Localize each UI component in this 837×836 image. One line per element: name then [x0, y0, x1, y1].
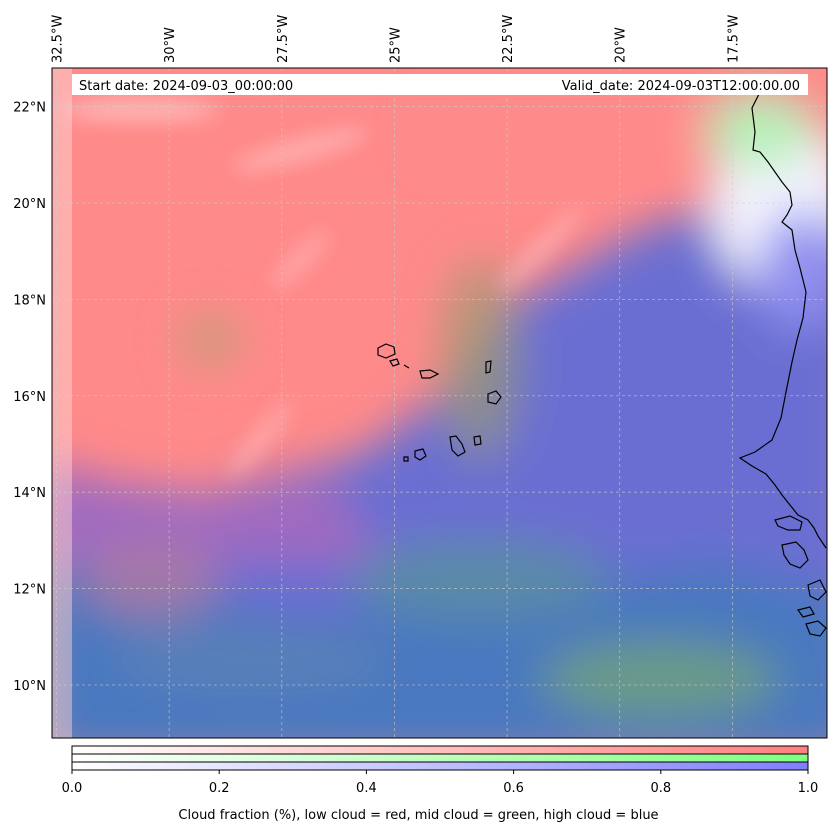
lon-tick-label: 32.5°W [51, 15, 66, 63]
lat-tick-label: 22°N [13, 101, 46, 116]
lat-tick-label: 10°N [13, 679, 46, 694]
colorbar-ticks: 0.0 0.2 0.4 0.6 0.8 1.0 [62, 770, 819, 796]
colorbar-tick-label: 0.2 [209, 781, 230, 796]
map-area [52, 68, 827, 738]
lon-tick-label: 27.5°W [276, 15, 291, 63]
lon-tick-label: 20°W [614, 27, 629, 63]
latitude-tick-labels: 22°N 20°N 18°N 16°N 14°N 12°N 10°N [13, 101, 46, 694]
cape-verde-islands [377, 343, 502, 462]
cloud-streaks [60, 100, 583, 479]
lat-tick-label: 14°N [13, 486, 46, 501]
colorbar-low-cloud [72, 746, 808, 754]
lon-tick-label: 17.5°W [726, 15, 741, 63]
cloud-field-layers [52, 90, 827, 738]
lat-tick-label: 20°N [13, 197, 46, 212]
west-africa-coastline [738, 91, 827, 549]
map-gridlines [52, 68, 827, 738]
colorbar-high-cloud [72, 762, 808, 770]
colorbar-tick-label: 0.4 [356, 781, 377, 796]
header-band [72, 74, 808, 95]
lat-tick-label: 18°N [13, 293, 46, 308]
lon-tick-label: 22.5°W [501, 15, 516, 63]
colorbar-tick-label: 0.8 [650, 781, 671, 796]
lat-tick-label: 16°N [13, 390, 46, 405]
colorbar-tick-label: 1.0 [798, 781, 819, 796]
longitude-tick-labels: 32.5°W 30°W 27.5°W 25°W 22.5°W 20°W 17.5°W [51, 15, 742, 63]
colorbar-label: Cloud fraction (%), low cloud = red, mid… [178, 808, 659, 823]
map-frame [51, 67, 828, 739]
colorbar-tick-label: 0.0 [62, 781, 83, 796]
start-date-label: Start date: 2024-09-03_00:00:00 [79, 79, 293, 94]
colorbar-mid-cloud [72, 754, 808, 762]
lon-tick-label: 30°W [163, 27, 178, 63]
colorbar: 0.0 0.2 0.4 0.6 0.8 1.0 [62, 745, 819, 796]
lat-tick-label: 12°N [13, 583, 46, 598]
lon-tick-label: 25°W [388, 27, 403, 63]
colorbar-tick-label: 0.6 [503, 781, 524, 796]
valid-date-label: Valid_date: 2024-09-03T12:00:00.00 [562, 79, 800, 94]
